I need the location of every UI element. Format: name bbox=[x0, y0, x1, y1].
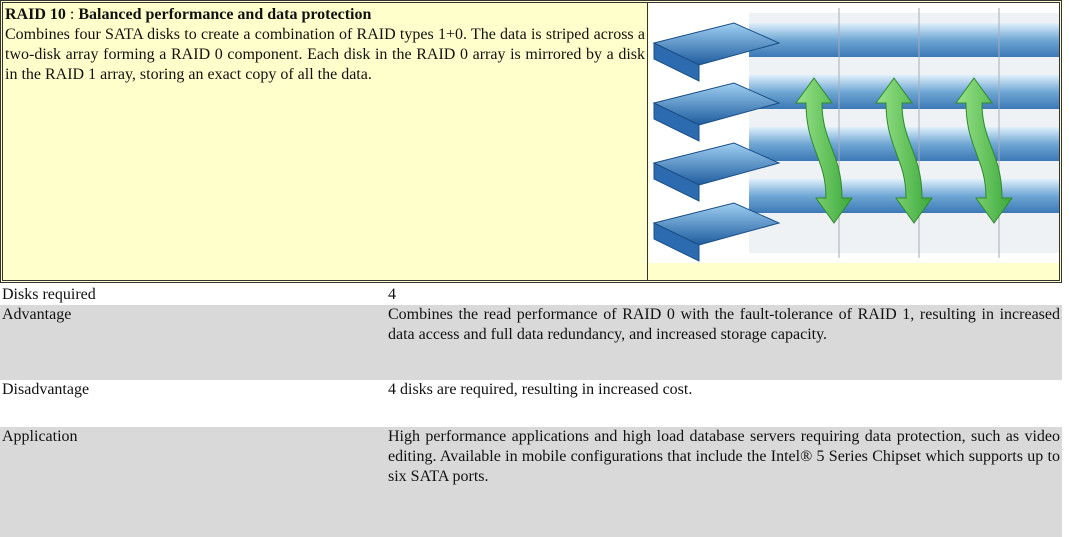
servers bbox=[652, 22, 781, 262]
description: Combines four SATA disks to create a com… bbox=[5, 26, 645, 83]
title: RAID 10 bbox=[5, 6, 66, 23]
subtitle: Balanced performance and data protection bbox=[78, 6, 372, 23]
row-label: Disks required bbox=[2, 286, 96, 303]
row-value: 4 bbox=[388, 286, 396, 303]
mirror-arrows bbox=[795, 77, 1013, 224]
description-cell: RAID 10 : Balanced performance and data … bbox=[3, 3, 648, 280]
header-box: RAID 10 : Balanced performance and data … bbox=[0, 0, 1062, 283]
raid-illustration bbox=[649, 3, 1059, 280]
heading: RAID 10 : Balanced performance and data … bbox=[5, 5, 645, 25]
table-row: Application High performance applications… bbox=[0, 427, 1062, 537]
table-row: Advantage Combines the read performance o… bbox=[0, 305, 1062, 380]
row-label: Disadvantage bbox=[2, 381, 90, 398]
table-row: Disks required 4 bbox=[0, 285, 1062, 305]
row-value: High performance applications and high l… bbox=[388, 428, 1060, 485]
table-row: Disadvantage 4 disks are required, result… bbox=[0, 380, 1062, 427]
row-label: Application bbox=[2, 428, 78, 445]
illustration bbox=[649, 3, 1059, 263]
row-label: Advantage bbox=[2, 306, 72, 323]
row-value: Combines the read performance of RAID 0 … bbox=[388, 306, 1060, 343]
separator: : bbox=[69, 6, 75, 23]
row-value: 4 disks are required, resulting in incre… bbox=[388, 381, 693, 398]
